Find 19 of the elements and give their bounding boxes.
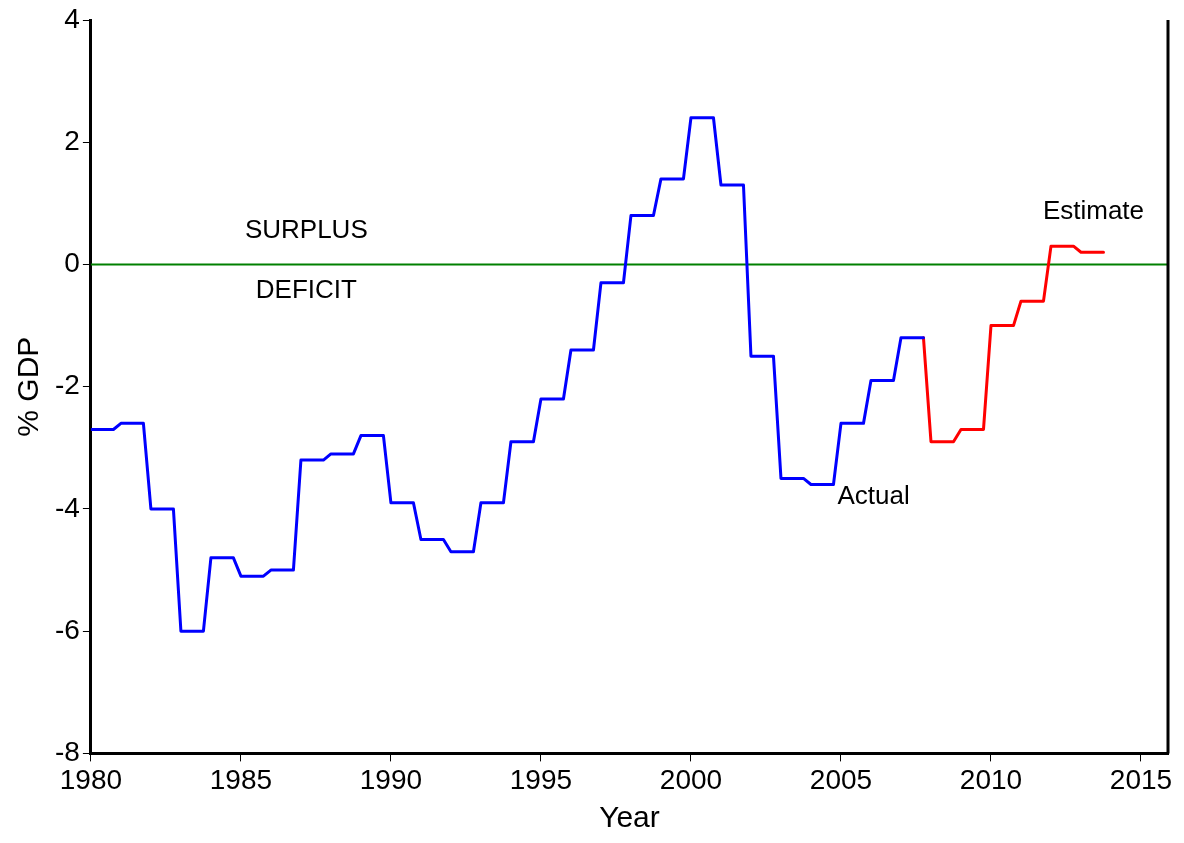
series-label: Actual (837, 479, 910, 510)
y-tick-label: -4 (54, 491, 80, 523)
y-tick-label: 0 (64, 247, 80, 279)
x-tick-label: 2015 (1109, 763, 1173, 795)
annotation: SURPLUS (244, 213, 368, 244)
x-tick-label: 1995 (509, 763, 573, 795)
x-axis-title: Year (599, 800, 660, 834)
y-tick-label: -2 (54, 369, 80, 401)
x-tick-label: 2000 (659, 763, 723, 795)
y-axis-title: % GDP (11, 336, 45, 437)
y-tick-label: 4 (64, 2, 80, 34)
annotation: DEFICIT (255, 273, 357, 304)
x-tick-label: 2005 (809, 763, 873, 795)
series-label: Estimate (1042, 195, 1145, 226)
x-tick-label: 1990 (359, 763, 423, 795)
y-tick-label: -6 (54, 613, 80, 645)
y-tick-label: 2 (64, 124, 80, 156)
x-tick-label: 1985 (209, 763, 273, 795)
x-tick-label: 2010 (959, 763, 1023, 795)
